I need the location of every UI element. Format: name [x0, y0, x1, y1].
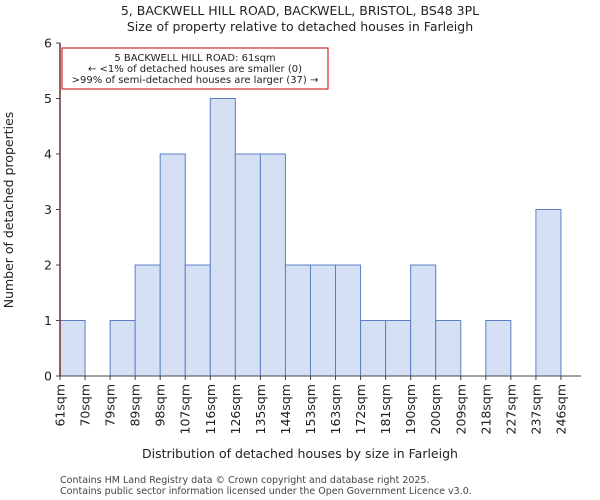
x-tick-label: 181sqm: [378, 384, 393, 434]
bar-153sqm: [309, 264, 337, 377]
y-tick-label: 3: [44, 202, 52, 217]
bar-163sqm: [335, 264, 362, 377]
y-tick-label: 4: [44, 147, 52, 162]
x-tick-label: 79sqm: [103, 384, 118, 427]
y-axis-label: Number of detached properties: [1, 112, 16, 309]
bar-200sqm: [435, 320, 462, 377]
y-tick-label: 1: [44, 313, 52, 328]
x-tick-label: 163sqm: [328, 384, 343, 434]
x-tick-label: 190sqm: [403, 384, 418, 434]
x-tick-label: 209sqm: [453, 384, 468, 434]
bar-135sqm: [259, 153, 286, 377]
y-ticks: 0 1 2 3 4 5 6: [44, 36, 60, 384]
annotation-box: 5 BACKWELL HILL ROAD: 61sqm ← <1% of det…: [61, 47, 329, 90]
bar-116sqm: [209, 98, 236, 377]
bar-237sqm: [535, 209, 562, 377]
x-tick-label: 227sqm: [503, 384, 518, 434]
x-tick-label: 98sqm: [153, 384, 168, 427]
chart-title-line1: 5, BACKWELL HILL ROAD, BACKWELL, BRISTOL…: [121, 3, 479, 18]
x-tick-label: 135sqm: [253, 384, 268, 434]
chart-title-line2: Size of property relative to detached ho…: [127, 19, 473, 34]
x-axis-label: Distribution of detached houses by size …: [142, 446, 458, 461]
annotation-line1: 5 BACKWELL HILL ROAD: 61sqm: [114, 53, 275, 64]
y-tick-label: 5: [44, 91, 52, 106]
y-tick-label: 6: [44, 36, 52, 51]
bar-181sqm: [385, 320, 412, 377]
annotation-frame: [61, 47, 329, 90]
y-tick-label: 0: [44, 369, 52, 384]
footer-line1: Contains HM Land Registry data © Crown c…: [60, 475, 430, 486]
bar-172sqm: [360, 320, 387, 377]
x-tick-label: 153sqm: [303, 384, 318, 434]
bars: [59, 98, 562, 377]
x-tick-label: 107sqm: [178, 384, 193, 434]
x-tick-label: 70sqm: [78, 384, 93, 427]
annotation-line2: ← <1% of detached houses are smaller (0): [88, 64, 302, 75]
bar-79sqm: [109, 320, 136, 377]
bar-218sqm: [485, 320, 512, 377]
bar-144sqm: [284, 264, 311, 377]
annotation-line3: >99% of semi-detached houses are larger …: [72, 75, 319, 86]
x-tick-label: 126sqm: [228, 384, 243, 434]
x-tick-label: 89sqm: [128, 384, 143, 427]
x-tick-label: 116sqm: [203, 384, 218, 434]
x-tick-label: 172sqm: [353, 384, 368, 434]
bar-89sqm: [134, 264, 161, 377]
x-tick-label: 237sqm: [528, 384, 543, 434]
x-tick-label: 144sqm: [278, 384, 293, 434]
x-tick-label: 218sqm: [478, 384, 493, 434]
y-tick-label: 2: [44, 258, 52, 273]
bar-98sqm: [159, 153, 186, 377]
footer-line2: Contains public sector information licen…: [60, 486, 472, 497]
x-tick-label: 246sqm: [553, 384, 568, 434]
x-ticks: 61sqm 70sqm 79sqm 89sqm 98sqm 107sqm 116sqm 126…: [53, 376, 568, 434]
x-tick-label: 61sqm: [53, 384, 68, 427]
bar-61sqm: [59, 320, 86, 377]
bar-107sqm: [184, 264, 211, 377]
bar-190sqm: [410, 264, 437, 377]
bar-126sqm: [234, 153, 261, 377]
x-tick-label: 200sqm: [428, 384, 443, 434]
